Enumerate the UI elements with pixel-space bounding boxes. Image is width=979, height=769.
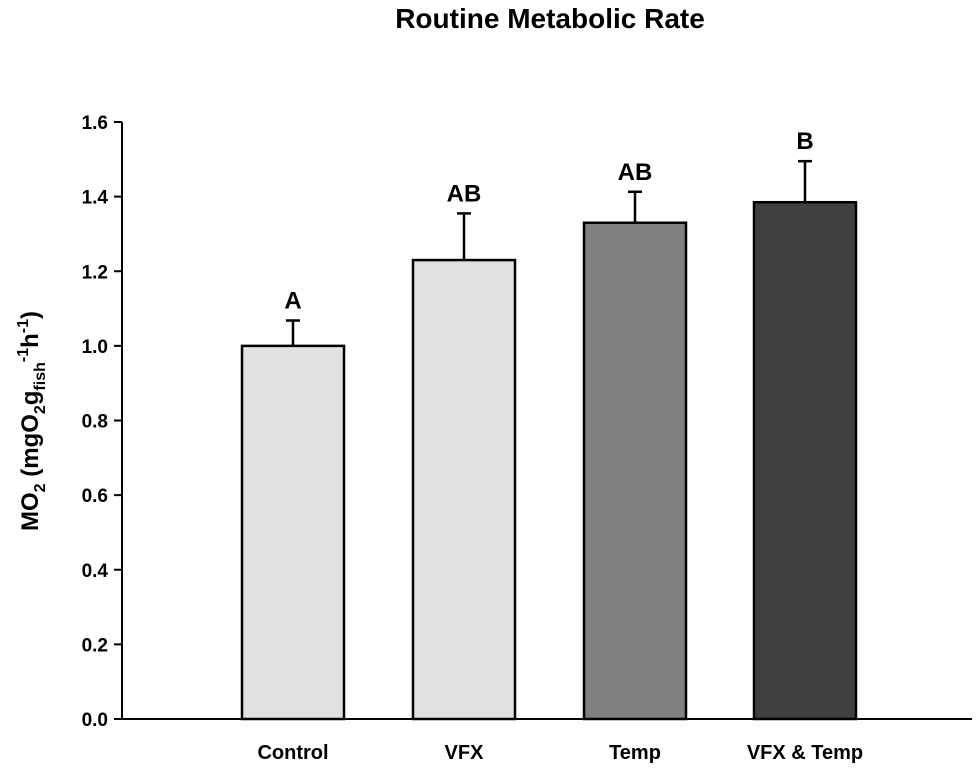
x-tick-label: VFX	[445, 742, 485, 764]
y-tick-label: 0.4	[82, 561, 109, 582]
y-axis-title: MO2 (mgO2gfish-1h-1)	[15, 311, 49, 531]
y-axis-title-part: h	[17, 333, 44, 348]
y-axis-title-part: g	[17, 391, 44, 406]
y-tick-label: 1.4	[82, 188, 109, 209]
y-tick-label: 1.2	[82, 262, 108, 283]
y-tick-label: 0.6	[82, 486, 108, 507]
y-axis-title-part: MO	[17, 492, 44, 531]
y-tick-label: 0.0	[82, 710, 108, 731]
y-axis-title-part: -1	[15, 319, 32, 333]
y-axis-title-part: fish	[32, 362, 49, 390]
x-tick-label: Temp	[609, 742, 661, 764]
significance-label: B	[796, 128, 813, 155]
y-axis-title-part: )	[17, 311, 44, 319]
significance-label: AB	[447, 180, 482, 207]
y-axis-title-part: (mgO	[17, 414, 44, 483]
y-axis-title-part: 2	[32, 405, 49, 414]
bar-control	[240, 344, 346, 721]
x-tick-label: VFX & Temp	[747, 742, 863, 764]
y-tick-label: 1.6	[82, 113, 108, 134]
y-tick-label: 0.2	[82, 635, 108, 656]
bar-vfx-temp	[752, 200, 858, 721]
chart-title: Routine Metabolic Rate	[395, 3, 705, 34]
y-axis-label: MO2 (mgO2gfish-1h-1)	[15, 311, 49, 531]
bar-temp	[582, 221, 688, 721]
bar-vfx	[411, 258, 517, 721]
y-tick-label: 0.8	[82, 412, 108, 433]
x-tick-label: Control	[257, 742, 328, 764]
y-axis-title-part: -1	[15, 348, 32, 362]
plot-area: 0.0 0.2 0.4 0.6 0.8 1.0 1.2 1.4 1.6 A Control AB VFX…	[82, 113, 972, 764]
significance-label: AB	[618, 159, 653, 186]
y-axis-title-part: 2	[32, 483, 49, 492]
y-tick-label: 1.0	[82, 337, 108, 358]
significance-label: A	[284, 288, 301, 315]
